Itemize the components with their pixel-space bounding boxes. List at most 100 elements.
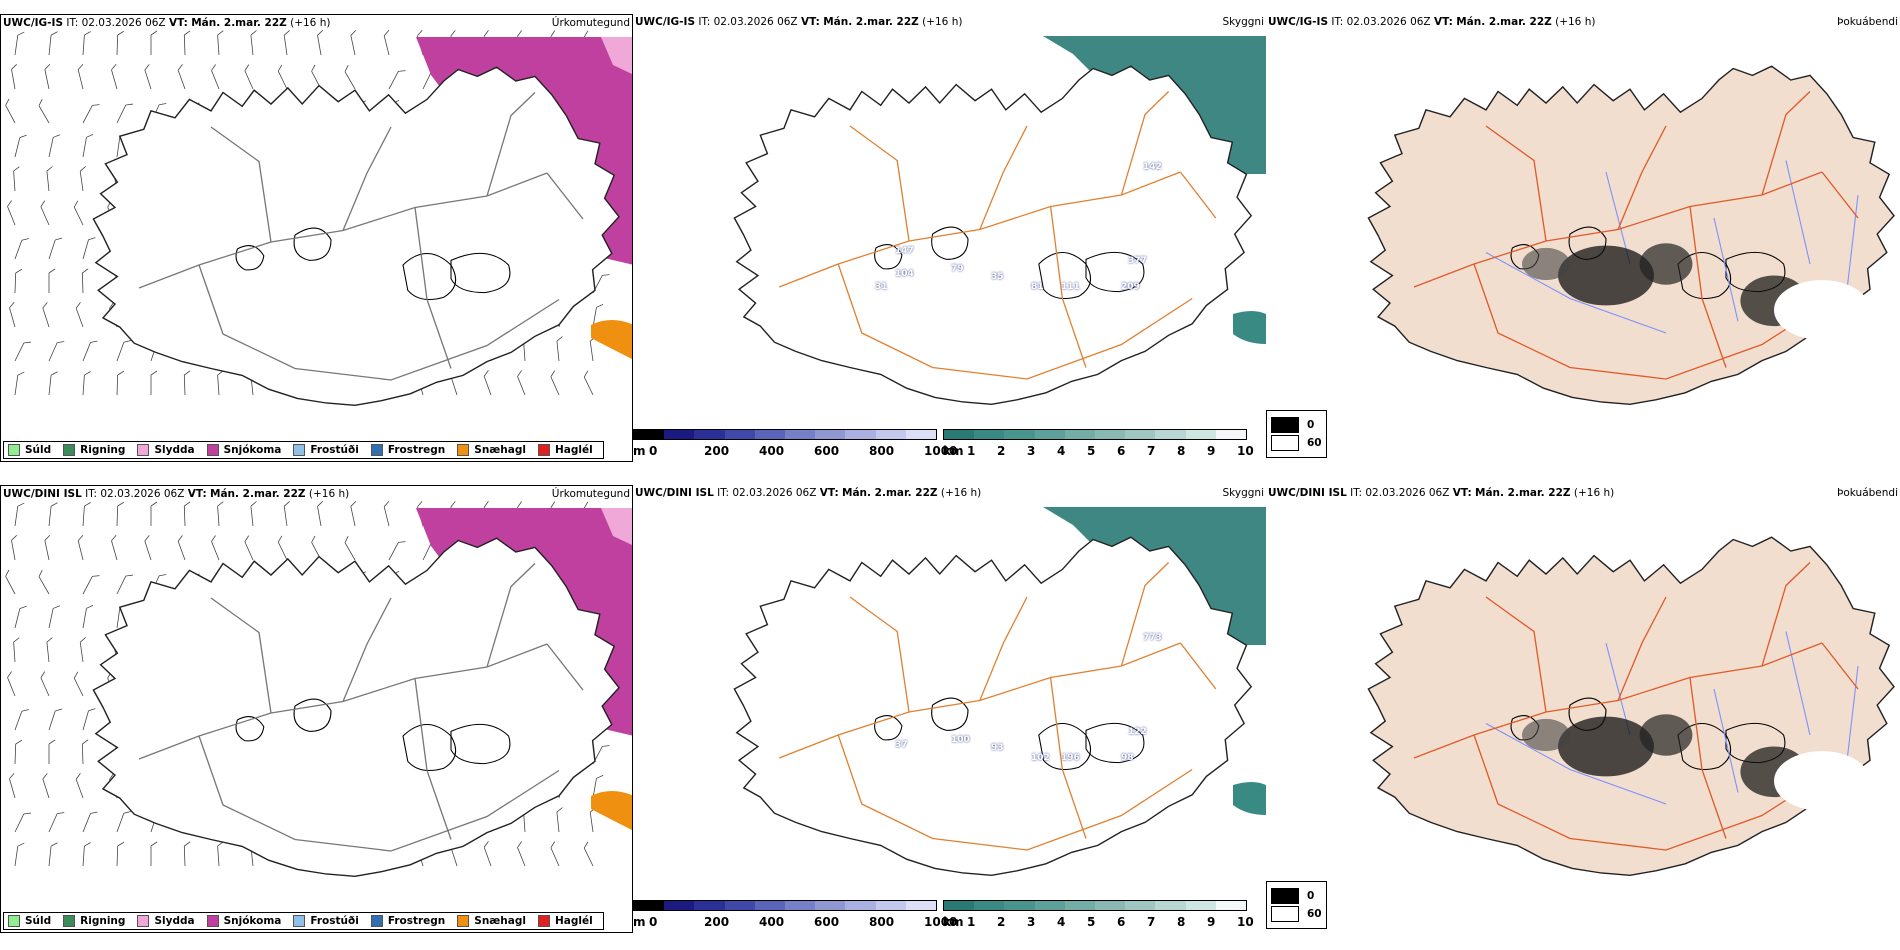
colorbar-cell (845, 430, 876, 439)
vt-value: Mán. 2.mar. 22Z (1475, 487, 1571, 499)
colorbar-cell (845, 901, 876, 910)
legend-swatch (137, 444, 150, 456)
legend-label: Snæhagl (474, 915, 526, 927)
iceland-map-svg (5, 29, 632, 406)
fog-legend-value: 60 (1307, 908, 1322, 920)
legend-swatch (293, 915, 306, 927)
legend-swatch (8, 915, 20, 927)
precip-legend-item: Haglél (537, 444, 593, 456)
visibility-colorbar-ticks: km 1 2 3 4 5 6 7 8 9 10 (943, 915, 1254, 929)
visibility-tick: 3 (1027, 444, 1036, 458)
fog-legend-swatch (1271, 888, 1299, 904)
colorbar-cell (1064, 430, 1096, 439)
height-unit: m (633, 915, 646, 929)
colorbar-cell (1034, 901, 1065, 910)
visibility-tick: 5 (1087, 915, 1096, 929)
fog-shading (1522, 714, 1870, 811)
height-tick: 400 (759, 444, 785, 458)
colorbar-cell (754, 901, 786, 910)
vt-label: VT: (187, 488, 207, 500)
visibility-value-label: 122 (1128, 727, 1147, 737)
fog-panel-title: Þokuábendi (1837, 487, 1898, 499)
visibility-value-label: 209 (1121, 282, 1140, 292)
height-tick: 0 (649, 444, 658, 458)
model-name: UWC/DINI ISL (1268, 487, 1347, 499)
colorbar-cell (1155, 901, 1186, 910)
visibility-tick: 9 (1207, 915, 1216, 929)
visibility-tick: 2 (997, 444, 1006, 458)
colorbar-cell (1185, 430, 1216, 439)
it-label: IT: (1331, 16, 1344, 28)
precip-panel-header: UWC/IG-IS IT: 02.03.2026 06Z VT: Mán. 2.… (3, 17, 330, 29)
legend-label: Snæhagl (474, 444, 526, 456)
visibility-value-label: 93 (991, 743, 1004, 753)
vt-label: VT: (1452, 487, 1472, 499)
height-tick: 600 (814, 444, 840, 458)
fog-legend-swatch (1271, 417, 1299, 433)
precip-legend-item: Snæhagl (457, 444, 526, 456)
vt-value: Mán. 2.mar. 22Z (823, 16, 919, 28)
lead-time: (+16 h) (1573, 487, 1615, 499)
it-label: IT: (85, 488, 98, 500)
visibility-panel-header: UWC/DINI ISL IT: 02.03.2026 06Z VT: Mán.… (635, 487, 981, 499)
colorbar-cell (905, 430, 937, 439)
colorbar-cell (1095, 901, 1126, 910)
colorbar-cell (694, 430, 725, 439)
it-value: 02.03.2026 06Z (713, 16, 798, 28)
it-value: 02.03.2026 06Z (1346, 16, 1431, 28)
vt-label: VT: (1433, 16, 1453, 28)
colorbar-cell (694, 901, 725, 910)
legend-label: Slydda (154, 915, 195, 927)
precip-legend-item: Rigning (63, 444, 125, 456)
visibility-tick: 8 (1177, 444, 1186, 458)
legend-label: Rigning (80, 915, 126, 927)
colorbar-cell (785, 901, 816, 910)
visibility-tick: 10 (1237, 915, 1254, 929)
colorbar-cell (1095, 430, 1126, 439)
visibility-value-label: 31 (875, 282, 888, 292)
visibility-tick: 4 (1057, 444, 1066, 458)
height-colorbar-ticks: m 0 200 400 600 800 1000 (633, 444, 957, 458)
fog-panel-header: UWC/DINI ISL IT: 02.03.2026 06Z VT: Mán.… (1268, 487, 1614, 499)
legend-swatch (537, 444, 550, 456)
legend-swatch (63, 915, 76, 927)
visibility-tick: 2 (997, 915, 1006, 929)
fog-legend-value: 0 (1307, 890, 1315, 902)
precip-legend-item: Rigning (63, 915, 125, 927)
colorbar-cell (944, 430, 975, 439)
fog-legend-row: 60 (1271, 435, 1322, 451)
colorbar-cell (815, 430, 846, 439)
visibility-tick: 9 (1207, 444, 1216, 458)
colorbar-cell (905, 901, 937, 910)
legend-label: Snjókoma (223, 915, 282, 927)
visibility-value-label: 104 (895, 269, 914, 279)
vt-label: VT: (819, 487, 839, 499)
precip-legend-item: Frostregn (370, 444, 445, 456)
precip-legend: Súld Rigning Slydda Snjókoma Frostúði Frostre… (3, 441, 604, 459)
vt-value: Mán. 2.mar. 22Z (191, 17, 287, 29)
legend-swatch (537, 915, 550, 927)
legend-label: Frostúði (310, 444, 359, 456)
fog-legend-swatch (1271, 906, 1299, 922)
height-colorbar (633, 900, 937, 911)
precip-panel-title: Úrkomutegund (551, 17, 630, 29)
height-tick: 800 (869, 915, 895, 929)
colorbar-cell (974, 430, 1005, 439)
colorbar-cell (724, 430, 755, 439)
iceland-map-svg (5, 500, 632, 877)
visibility-tick: 4 (1057, 915, 1066, 929)
it-value: 02.03.2026 06Z (732, 487, 817, 499)
height-unit: m (633, 444, 646, 458)
visibility-colorbar (943, 429, 1247, 440)
colorbar-cell (1064, 901, 1096, 910)
visibility-value-label: 147 (895, 246, 914, 256)
iceland-map-svg (1367, 65, 1895, 405)
colorbar-cell (1034, 430, 1065, 439)
visibility-tick: 7 (1147, 444, 1156, 458)
fog-legend: 0 60 (1266, 410, 1327, 458)
height-tick: 1000 (924, 444, 958, 458)
colorbar-cell (1004, 430, 1035, 439)
legend-swatch (370, 444, 383, 456)
precip-type-panel: UWC/IG-IS IT: 02.03.2026 06Z VT: Mán. 2.… (0, 14, 633, 462)
precip-legend-item: Snjókoma (206, 915, 282, 927)
